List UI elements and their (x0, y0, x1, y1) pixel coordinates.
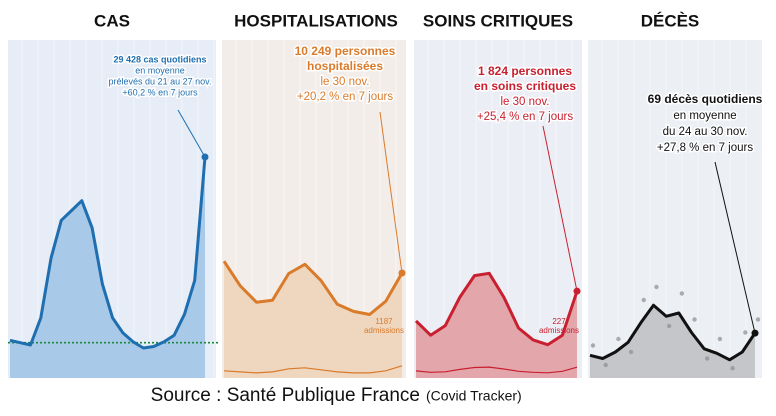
leader-line (177, 109, 206, 158)
daily-point (730, 366, 735, 371)
annotation: +60,2 % en 7 jours (122, 87, 198, 97)
end-point (573, 287, 581, 295)
daily-point (679, 291, 685, 296)
area (416, 273, 577, 378)
secondary-label: 1187 (375, 317, 393, 326)
annotation: 10 249 personnes (295, 44, 396, 58)
annotation: 69 décès quotidiens (648, 92, 763, 106)
panel-title: DÉCÈS (641, 11, 700, 30)
daily-point (590, 343, 596, 348)
annotation: en moyenne (135, 65, 185, 75)
annotation: du 24 au 30 nov. (663, 126, 748, 138)
end-point (751, 329, 759, 337)
area (10, 157, 205, 378)
daily-point (692, 317, 697, 322)
secondary-label: 227 (552, 317, 566, 326)
daily-point (666, 323, 672, 329)
secondary-line (415, 366, 578, 374)
end-point (201, 153, 209, 161)
line (222, 260, 404, 316)
daily-point (755, 317, 761, 322)
secondary-label: admissions (539, 326, 579, 335)
annotation: le 30 nov. (500, 96, 549, 108)
annotation: +27,8 % en 7 jours (657, 142, 753, 154)
daily-point (641, 297, 646, 303)
daily-point (616, 336, 621, 342)
annotation: 29 428 cas quotidiens (113, 54, 206, 64)
line (9, 156, 207, 350)
daily-point (603, 362, 608, 368)
annotation: hospitalisées (307, 59, 383, 73)
annotation: le 30 nov. (320, 76, 369, 88)
secondary-label: admissions (364, 326, 404, 335)
leader-line (379, 111, 403, 274)
daily-point (743, 330, 748, 335)
area (590, 305, 755, 378)
panel-title: SOINS CRITIQUES (423, 11, 573, 30)
annotation: prélevés du 21 au 27 nov. (109, 76, 212, 86)
annotation: en soins critiques (474, 79, 576, 93)
daily-point (654, 284, 659, 290)
area (224, 261, 402, 378)
end-point (398, 269, 406, 277)
panel-title: CAS (94, 11, 130, 30)
leader-line (542, 125, 578, 292)
line (589, 303, 757, 362)
daily-point (705, 356, 710, 361)
line (414, 271, 579, 347)
secondary-line (223, 365, 403, 374)
annotation: +25,4 % en 7 jours (477, 111, 573, 123)
source-note: (Covid Tracker) (426, 388, 522, 404)
daily-point (717, 336, 723, 342)
leader-line (714, 161, 756, 334)
annotation: 1 824 personnes (478, 64, 572, 78)
annotation: en moyenne (673, 110, 736, 122)
daily-point (628, 349, 634, 355)
annotation: +20,2 % en 7 jours (297, 91, 393, 103)
source: Source : Santé Publique France (151, 385, 420, 406)
panel-title: HOSPITALISATIONS (234, 11, 398, 30)
